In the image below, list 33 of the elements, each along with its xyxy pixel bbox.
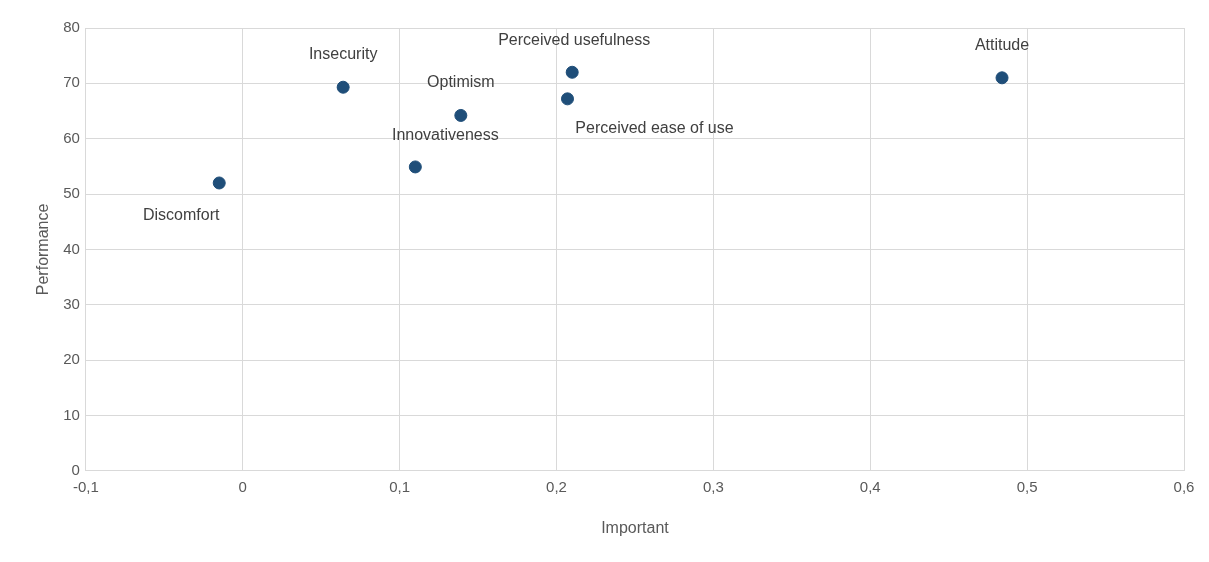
y-tick-label: 70 bbox=[63, 73, 80, 91]
point bbox=[565, 65, 579, 79]
point bbox=[212, 176, 226, 190]
annotation: Perceived usefulness bbox=[498, 30, 651, 48]
annotation: Attitude bbox=[974, 36, 1030, 54]
x-tick-label: 0 bbox=[238, 477, 247, 495]
y-tick-label: 80 bbox=[63, 18, 80, 36]
annotation: Innovativeness bbox=[391, 126, 499, 144]
annotation: Optimism bbox=[427, 72, 495, 90]
point bbox=[560, 92, 574, 106]
y-tick-label: 50 bbox=[63, 184, 80, 202]
x-tick-label: 0,1 bbox=[389, 477, 411, 495]
point bbox=[336, 80, 350, 94]
y-tick-label: 0 bbox=[71, 460, 80, 478]
x-tick-label: 0,3 bbox=[702, 477, 724, 495]
y-tick-label: 10 bbox=[63, 405, 80, 423]
point bbox=[454, 108, 468, 122]
annotation: Perceived ease of use bbox=[575, 119, 734, 137]
y-tick-label: 20 bbox=[63, 350, 80, 368]
point bbox=[995, 71, 1009, 85]
y-tick-label: 60 bbox=[63, 128, 80, 146]
point bbox=[408, 160, 422, 174]
annotation: Discomfort bbox=[143, 206, 221, 224]
x-tick-label: -0,1 bbox=[72, 477, 99, 495]
x-tick-label: 0,5 bbox=[1016, 477, 1038, 495]
y-tick-label: 40 bbox=[63, 239, 80, 257]
y-tick-label: 30 bbox=[63, 294, 80, 312]
y-axis-title: Performance bbox=[34, 203, 52, 296]
x-tick-label: 0,2 bbox=[546, 477, 567, 495]
x-tick-label: 0,4 bbox=[859, 477, 881, 495]
annotation: Insecurity bbox=[308, 44, 378, 62]
x-axis-title: Important bbox=[601, 518, 670, 536]
x-tick-label: 0,6 bbox=[1173, 477, 1195, 495]
